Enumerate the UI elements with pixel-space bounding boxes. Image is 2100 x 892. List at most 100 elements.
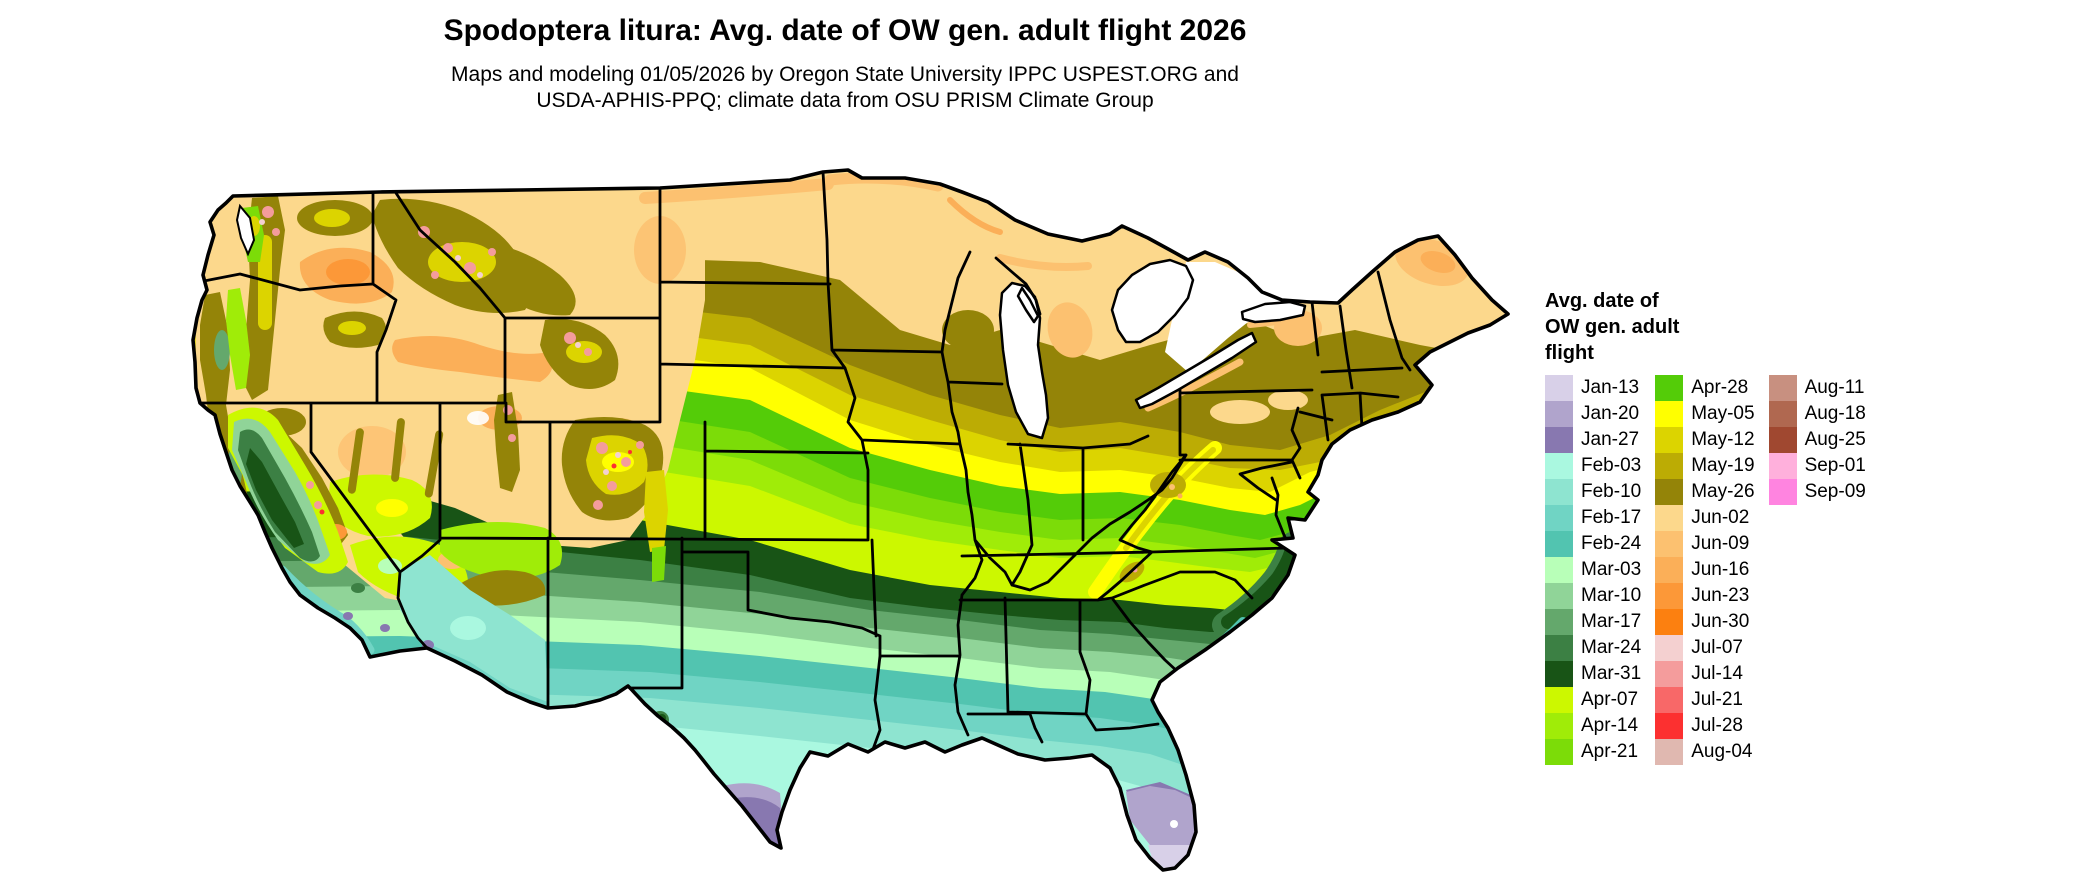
legend-swatch	[1655, 687, 1684, 713]
legend-label: Apr-21	[1581, 741, 1639, 762]
legend-entry: Jul-21	[1655, 687, 1754, 713]
legend-entry: May-05	[1655, 401, 1755, 427]
legend-label: Feb-24	[1581, 533, 1642, 554]
legend-label: Jun-02	[1691, 507, 1750, 528]
legend-column: Jan-13 Jan-20 Jan-27 Feb-03 Feb-10 Feb-17 Feb-…	[1545, 375, 1641, 765]
legend-swatch	[1655, 583, 1684, 609]
legend-label: Mar-03	[1581, 559, 1642, 580]
legend-label: Apr-28	[1691, 377, 1749, 398]
legend-entry: Feb-10	[1545, 479, 1641, 505]
legend-entry: Apr-28	[1655, 375, 1754, 401]
legend-entry: Mar-10	[1545, 583, 1641, 609]
legend-label: Feb-10	[1581, 481, 1642, 502]
legend-entry: Feb-17	[1545, 505, 1641, 531]
legend-label: Mar-24	[1581, 637, 1642, 658]
legend-swatch	[1545, 661, 1573, 687]
legend-entry: Jan-27	[1545, 427, 1641, 453]
legend-entry: Sep-09	[1768, 479, 1866, 505]
great-lakes	[998, 258, 1307, 440]
legend-entry: Apr-21	[1545, 739, 1641, 765]
legend-label: Jun-30	[1691, 611, 1750, 632]
legend-swatch	[1768, 453, 1797, 479]
legend-column: Aug-11 Aug-18 Aug-25 Sep-01 Sep-09	[1768, 375, 1866, 505]
legend-entry: Jun-23	[1655, 583, 1754, 609]
ontario-peninsula-blank	[1165, 262, 1298, 372]
legend-swatch	[1655, 739, 1684, 765]
legend-entry: May-12	[1655, 427, 1755, 453]
legend-label: Jul-07	[1691, 637, 1743, 658]
legend-columns: Jan-13 Jan-20 Jan-27 Feb-03 Feb-10 Feb-17 Feb-…	[1545, 375, 2085, 765]
title-block: Spodoptera litura: Avg. date of OW gen. …	[150, 14, 1540, 114]
legend-swatch	[1545, 427, 1573, 453]
page-subtitle: Maps and modeling 01/05/2026 by Oregon S…	[150, 62, 1540, 114]
legend-entry: Mar-31	[1545, 661, 1641, 687]
legend-label: May-19	[1691, 455, 1755, 476]
legend-swatch	[1655, 453, 1684, 479]
legend-swatch	[1655, 609, 1684, 635]
legend-entry: May-26	[1655, 479, 1755, 505]
legend-swatch	[1655, 557, 1684, 583]
legend-entry: Jul-14	[1655, 661, 1754, 687]
page-title: Spodoptera litura: Avg. date of OW gen. …	[443, 14, 1247, 47]
subtitle-line-2: USDA-APHIS-PPQ; climate data from OSU PR…	[536, 89, 1154, 112]
legend-label: Aug-11	[1804, 377, 1865, 398]
legend-entry: Aug-25	[1768, 427, 1866, 453]
legend-label: May-05	[1691, 403, 1755, 424]
legend-entry: Jul-07	[1655, 635, 1754, 661]
legend-label: Mar-31	[1581, 663, 1642, 684]
legend-label: Jun-09	[1691, 533, 1750, 554]
legend-entry: Jun-09	[1655, 531, 1754, 557]
legend-label: Jun-23	[1691, 585, 1750, 606]
lake-huron	[1110, 258, 1195, 344]
legend-swatch	[1655, 401, 1684, 427]
legend-label: May-12	[1691, 429, 1755, 450]
subtitle-line-1: Maps and modeling 01/05/2026 by Oregon S…	[451, 63, 1239, 86]
legend-swatch	[1655, 661, 1684, 687]
legend-entry: Feb-03	[1545, 453, 1641, 479]
legend-label: Apr-07	[1581, 689, 1639, 710]
legend-entry: Jan-20	[1545, 401, 1641, 427]
legend-label: Jul-28	[1691, 715, 1743, 736]
legend-entry: Apr-07	[1545, 687, 1641, 713]
legend-swatch	[1545, 609, 1573, 635]
legend-swatch	[1655, 505, 1684, 531]
legend-entry: May-19	[1655, 453, 1755, 479]
legend-swatch	[1545, 713, 1573, 739]
green-bay	[1016, 286, 1040, 324]
legend-swatch	[1768, 401, 1797, 427]
legend-swatch	[1768, 479, 1797, 505]
legend-entry: Jun-30	[1655, 609, 1754, 635]
legend-title: Avg. date of OW gen. adult flight	[1545, 290, 1680, 364]
legend-entry: Aug-04	[1655, 739, 1754, 765]
legend-label: Jul-14	[1691, 663, 1743, 684]
legend-swatch	[1545, 583, 1573, 609]
legend-entry: Feb-24	[1545, 531, 1641, 557]
us-choropleth-map	[191, 168, 1510, 872]
legend-label: Jan-27	[1581, 429, 1640, 450]
map-raster-layers	[193, 170, 1508, 870]
legend-entry: Mar-17	[1545, 609, 1641, 635]
legend-swatch	[1545, 401, 1573, 427]
legend-entry: Aug-11	[1768, 375, 1866, 401]
legend-entry: Jun-16	[1655, 557, 1754, 583]
legend-swatch	[1655, 427, 1684, 453]
legend: Avg. date of OW gen. adult flight Jan-13…	[1545, 288, 2085, 765]
legend-swatch	[1655, 375, 1684, 401]
legend-label: Jan-20	[1581, 403, 1640, 424]
puget-sound	[235, 203, 256, 257]
legend-label: Aug-04	[1691, 741, 1753, 762]
legend-entry: Apr-14	[1545, 713, 1641, 739]
legend-label: Aug-25	[1804, 429, 1866, 450]
state-borders	[194, 170, 1412, 754]
lake-erie	[1134, 331, 1258, 410]
legend-label: Sep-09	[1804, 481, 1866, 502]
legend-swatch	[1655, 713, 1684, 739]
legend-label: Mar-10	[1581, 585, 1642, 606]
legend-swatch	[1655, 479, 1684, 505]
legend-label: Jun-16	[1691, 559, 1750, 580]
legend-label: Apr-14	[1581, 715, 1639, 736]
legend-swatch	[1655, 531, 1684, 557]
legend-entry: Mar-03	[1545, 557, 1641, 583]
legend-swatch	[1545, 635, 1573, 661]
legend-swatch	[1545, 531, 1573, 557]
